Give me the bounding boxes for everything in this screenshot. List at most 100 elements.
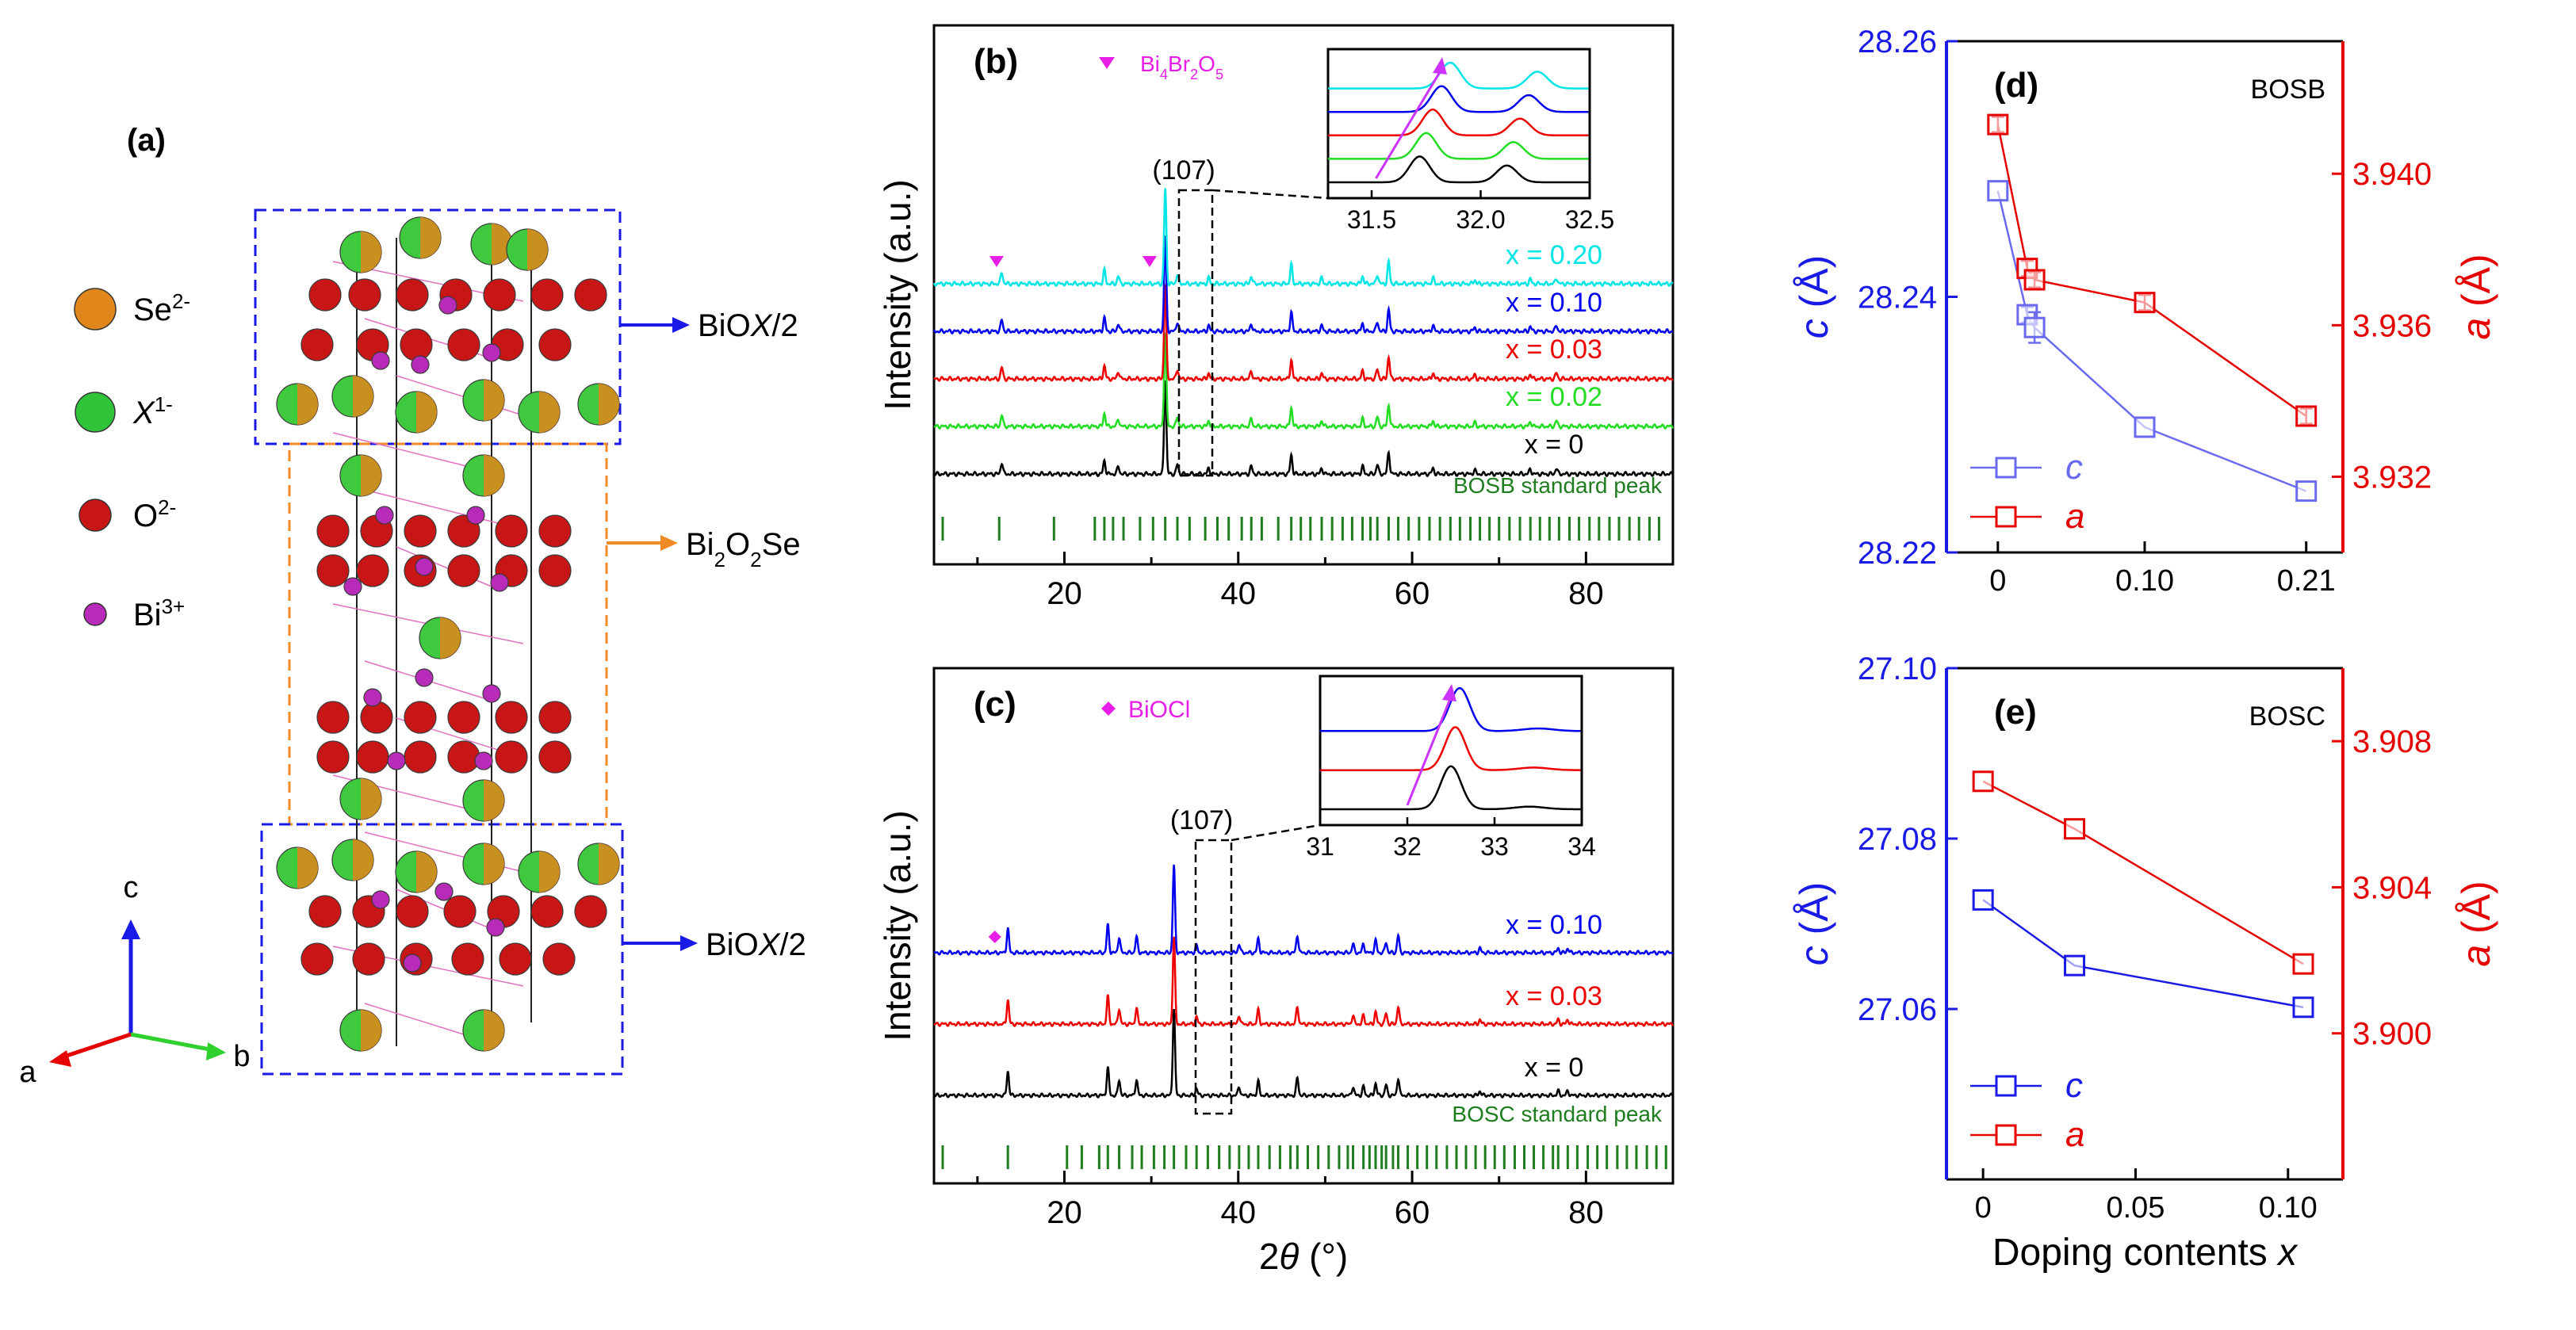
inset-pattern-line: [1320, 765, 1581, 811]
atom-o-icon: [530, 278, 564, 311]
atom-o-icon: [443, 895, 477, 928]
atom-mixed-half-icon: [416, 851, 437, 892]
x-tick-label: 80: [1568, 576, 1604, 611]
atom-mixed-half-icon: [361, 1010, 381, 1051]
x-axis-label: 2θ (°): [1259, 1236, 1348, 1277]
atom-o-icon: [360, 701, 393, 734]
box-bottom-biox: [260, 823, 624, 1076]
inset-pattern-line: [1328, 108, 1589, 137]
arrow-bottom-head: [680, 935, 698, 951]
peak-selection-box: [1177, 189, 1214, 477]
series-label: x = 0.10: [1506, 288, 1602, 318]
left-tick-label: 28.26: [1858, 25, 1937, 59]
atom-o-icon: [530, 895, 564, 928]
atom-o-icon: [316, 701, 350, 734]
legend-label-c: c: [2065, 448, 2083, 487]
atom-bi-icon: [411, 355, 430, 374]
x-tick-label: 40: [1221, 1195, 1257, 1230]
box-top-biox: [254, 208, 622, 445]
atom-bi-icon: [371, 351, 390, 370]
xrd-pattern-line: [933, 864, 1674, 956]
peak-box-label: (107): [1170, 805, 1233, 835]
x-tick-label: 20: [1047, 576, 1082, 611]
panel-label-e: (e): [1994, 693, 2037, 732]
atom-o-icon: [396, 278, 429, 311]
x-tick-label: 80: [1568, 1195, 1604, 1230]
atom-o-icon: [308, 278, 342, 311]
atom-bi-icon: [387, 751, 406, 770]
impurity-mark-icon: [1142, 256, 1157, 267]
atom-bi-icon: [343, 577, 362, 596]
atom-o-icon: [400, 328, 433, 361]
atom-o-icon: [404, 740, 437, 774]
atom-mixed-half-icon: [484, 380, 504, 421]
right-axis-label: a (Å): [2454, 254, 2498, 339]
atom-bi-icon: [474, 751, 493, 770]
x-tick-label: 60: [1395, 576, 1430, 611]
atom-o-icon: [574, 895, 607, 928]
atom-mixed-half-icon: [361, 231, 381, 273]
data-point-c: [2064, 954, 2086, 976]
sample-label: BOSC: [2249, 701, 2325, 732]
legend-atom-bi-icon: [83, 602, 107, 626]
right-tick-label: 3.940: [2352, 157, 2432, 192]
panel-d-lattice-bosb: 0 0.10 0.21 28.22 28.24 28.26 3.932 3.936 3.940 c…: [1792, 25, 2498, 598]
right-tick-label: 3.900: [2352, 1017, 2432, 1052]
atom-o-icon: [348, 278, 381, 311]
series-label: x = 0: [1525, 1053, 1584, 1083]
legend-marker-icon: [1995, 1075, 2017, 1097]
data-point-a: [2023, 269, 2046, 291]
atom-bi-icon: [375, 506, 394, 525]
atom-mixed-half-icon: [484, 455, 504, 496]
data-point-c: [2292, 996, 2314, 1019]
atom-bi-icon: [415, 557, 434, 576]
x-tick-label: 0: [1975, 1191, 1992, 1225]
plot-frame: [932, 667, 1675, 1185]
left-tick-label: 28.24: [1858, 281, 1937, 315]
atom-o-icon: [404, 701, 437, 734]
atom-o-icon: [447, 328, 480, 361]
label-biox-top: BiOX/2: [698, 308, 798, 343]
data-point-a: [2064, 818, 2086, 840]
axis-b-arrow-icon: [206, 1042, 226, 1061]
shift-arrow-line: [1375, 67, 1444, 179]
atom-mixed-half-icon: [440, 617, 461, 659]
data-point-c: [1972, 889, 1994, 911]
x-tick-label: 60: [1395, 1195, 1430, 1230]
impurity-legend-label: BiOCl: [1128, 697, 1190, 723]
atom-mixed-half-icon: [484, 1010, 504, 1051]
inset-x-tick-label: 33: [1480, 832, 1509, 861]
series-label: x = 0.20: [1506, 240, 1602, 270]
legend-marker-icon: [1995, 1124, 2017, 1146]
atom-o-icon: [574, 278, 607, 311]
inset-frame: [1326, 48, 1591, 200]
x-tick-label: 0.05: [2106, 1191, 2165, 1225]
atom-o-icon: [352, 942, 385, 976]
series-label: x = 0: [1525, 430, 1584, 460]
legend-atom-se-icon: [74, 288, 117, 331]
atom-bi-icon: [434, 882, 454, 901]
xrd-pattern-line: [933, 380, 1675, 478]
standard-peak-label: BOSC standard peak: [1452, 1102, 1663, 1126]
panel-e-lattice-bosc: 0 0.05 0.10 27.06 27.08 27.10 3.900 3.904 3.908 c…: [1792, 652, 2498, 1274]
atom-bi-icon: [466, 506, 485, 525]
atom-o-icon: [495, 701, 528, 734]
atom-o-icon: [300, 942, 334, 976]
inset-pattern-line: [1328, 132, 1589, 160]
panel-label-b: (b): [974, 42, 1018, 81]
xrd-pattern-line: [933, 1008, 1675, 1099]
axis-c-label: c: [124, 871, 139, 904]
atom-o-icon: [300, 328, 334, 361]
peak-box-label: (107): [1152, 155, 1215, 185]
impurity-mark-icon: [988, 931, 1001, 943]
right-tick-label: 3.936: [2352, 308, 2432, 343]
x-tick-label: 0.21: [2277, 564, 2336, 598]
arrow-top-head: [672, 317, 690, 333]
inset-x-tick-label: 31: [1306, 832, 1334, 861]
left-tick-label: 27.08: [1858, 822, 1937, 857]
xrd-pattern-line: [932, 188, 1674, 288]
atom-bi-icon: [403, 954, 422, 973]
x-tick-label: 20: [1047, 1195, 1082, 1230]
box-middle-bi2o2se: [288, 442, 608, 826]
